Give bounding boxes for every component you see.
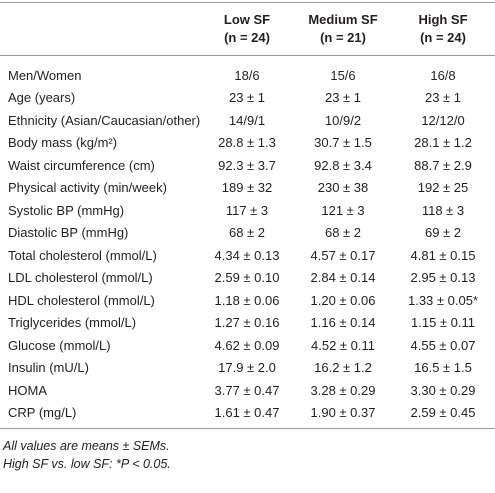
column-count: (n = 24) <box>420 30 466 45</box>
cell-value: 121 ± 3 <box>321 202 365 218</box>
footnotes: All values are means ± SEMs. High SF vs. … <box>0 437 495 473</box>
cell-value: 1.27 ± 0.16 <box>214 315 280 331</box>
cell-value: 2.59 ± 0.45 <box>410 405 476 421</box>
row-label: Physical activity (min/week) <box>8 180 167 196</box>
cell-value: 3.30 ± 0.29 <box>410 382 476 398</box>
table-row: Men/Women 18/6 15/6 16/8 <box>0 56 495 87</box>
row-label: Triglycerides (mmol/L) <box>8 315 137 331</box>
cell-value: 1.33 ± 0.05* <box>407 292 479 308</box>
cell-value: 1.61 ± 0.47 <box>214 405 280 421</box>
cell-value: 15/6 <box>330 67 356 83</box>
table-row: Ethnicity (Asian/Caucasian/other) 14/9/1 1… <box>0 109 495 132</box>
cell-value: 23 ± 1 <box>228 90 266 106</box>
row-label: Body mass (kg/m²) <box>8 135 118 151</box>
cell-value: 2.95 ± 0.13 <box>410 270 476 286</box>
cell-value: 192 ± 25 <box>417 180 469 196</box>
cell-value: 88.7 ± 2.9 <box>414 157 472 173</box>
cell-value: 28.1 ± 1.2 <box>414 135 472 151</box>
cell-value: 68 ± 2 <box>228 225 266 241</box>
row-label: LDL cholesterol (mmol/L) <box>8 270 153 286</box>
cell-value: 117 ± 3 <box>225 202 269 218</box>
row-label: Waist circumference (cm) <box>8 157 155 173</box>
cell-value: 14/9/1 <box>228 112 266 128</box>
cell-value: 30.7 ± 1.5 <box>314 135 372 151</box>
cell-value: 1.90 ± 0.37 <box>310 405 376 421</box>
table-row: Waist circumference (cm) 92.3 ± 3.7 92.8 ±… <box>0 154 495 177</box>
row-label: Ethnicity (Asian/Caucasian/other) <box>8 112 201 128</box>
table-row: Body mass (kg/m²) 28.8 ± 1.3 30.7 ± 1.5 28.… <box>0 132 495 155</box>
cell-value: 4.81 ± 0.15 <box>410 247 476 263</box>
table-body: Men/Women 18/6 15/6 16/8 Age (years) 23 ± 1 23… <box>0 56 495 429</box>
cell-value: 1.18 ± 0.06 <box>214 292 280 308</box>
cell-value: 28.8 ± 1.3 <box>218 135 276 151</box>
cell-value: 16.5 ± 1.5 <box>414 360 472 376</box>
cell-value: 4.34 ± 0.13 <box>214 247 280 263</box>
cell-value: 10/9/2 <box>324 112 362 128</box>
column-header: Medium SF (n = 21) <box>295 2 391 56</box>
cell-value: 118 ± 3 <box>421 202 465 218</box>
table-row: Physical activity (min/week) 189 ± 32 230 … <box>0 177 495 200</box>
cell-value: 92.8 ± 3.4 <box>314 157 372 173</box>
column-count: (n = 21) <box>320 30 366 45</box>
row-label: CRP (mg/L) <box>8 405 77 421</box>
cell-value: 1.20 ± 0.06 <box>310 292 376 308</box>
row-label: HOMA <box>8 382 47 398</box>
cell-value: 4.62 ± 0.09 <box>214 337 280 353</box>
row-label: Systolic BP (mmHg) <box>8 202 125 218</box>
table-row: Age (years) 23 ± 1 23 ± 1 23 ± 1 <box>0 87 495 110</box>
column-count: (n = 24) <box>224 30 270 45</box>
cell-value: 12/12/0 <box>421 112 465 128</box>
cell-value: 18/6 <box>234 67 260 83</box>
table-row: LDL cholesterol (mmol/L) 2.59 ± 0.10 2.84 … <box>0 267 495 290</box>
cell-value: 23 ± 1 <box>424 90 462 106</box>
page: Low SF (n = 24) Medium SF (n = 21) High SF (n… <box>0 2 495 473</box>
row-label: Glucose (mmol/L) <box>8 337 111 353</box>
row-label: Insulin (mU/L) <box>8 360 89 376</box>
table-row: Glucose (mmol/L) 4.62 ± 0.09 4.52 ± 0.11 4.… <box>0 334 495 357</box>
row-label: HDL cholesterol (mmol/L) <box>8 292 155 308</box>
table-row: Systolic BP (mmHg) 117 ± 3 121 ± 3 118 ± 3 <box>0 199 495 222</box>
cell-value: 68 ± 2 <box>324 225 362 241</box>
cell-value: 16.2 ± 1.2 <box>314 360 372 376</box>
data-table: Low SF (n = 24) Medium SF (n = 21) High SF (n… <box>0 2 495 429</box>
cell-value: 1.16 ± 0.14 <box>310 315 376 331</box>
column-header: Low SF (n = 24) <box>199 2 295 56</box>
cell-value: 4.52 ± 0.11 <box>311 337 375 353</box>
table-row: HDL cholesterol (mmol/L) 1.18 ± 0.06 1.20 … <box>0 289 495 312</box>
table-row: Diastolic BP (mmHg) 68 ± 2 68 ± 2 69 ± 2 <box>0 222 495 245</box>
cell-value: 230 ± 38 <box>317 180 369 196</box>
table-row: Total cholesterol (mmol/L) 4.34 ± 0.13 4.5… <box>0 244 495 267</box>
table-row: HOMA 3.77 ± 0.47 3.28 ± 0.29 3.30 ± 0.29 <box>0 379 495 402</box>
cell-value: 23 ± 1 <box>324 90 362 106</box>
column-label: High SF <box>418 12 468 27</box>
footnote: All values are means ± SEMs. <box>3 439 170 453</box>
row-label: Total cholesterol (mmol/L) <box>8 247 157 263</box>
column-label: Medium SF <box>308 12 378 27</box>
table-row: Insulin (mU/L) 17.9 ± 2.0 16.2 ± 1.2 16.5 ±… <box>0 357 495 380</box>
table-row: CRP (mg/L) 1.61 ± 0.47 1.90 ± 0.37 2.59 ± 0… <box>0 402 495 429</box>
header-empty <box>0 2 199 56</box>
row-label: Diastolic BP (mmHg) <box>8 225 129 241</box>
cell-value: 4.55 ± 0.07 <box>410 337 476 353</box>
cell-value: 4.57 ± 0.17 <box>310 247 376 263</box>
cell-value: 189 ± 32 <box>221 180 273 196</box>
table-row: Triglycerides (mmol/L) 1.27 ± 0.16 1.16 ± … <box>0 312 495 335</box>
footnote: High SF vs. low SF: *P < 0.05. <box>3 457 171 471</box>
cell-value: 16/8 <box>430 67 456 83</box>
row-label: Age (years) <box>8 90 76 106</box>
row-label: Men/Women <box>8 67 82 83</box>
cell-value: 2.84 ± 0.14 <box>310 270 376 286</box>
column-label: Low SF <box>223 12 271 27</box>
cell-value: 2.59 ± 0.10 <box>214 270 280 286</box>
cell-value: 92.3 ± 3.7 <box>218 157 276 173</box>
cell-value: 17.9 ± 2.0 <box>218 360 276 376</box>
header-row: Low SF (n = 24) Medium SF (n = 21) High SF (n… <box>0 2 495 56</box>
cell-value: 69 ± 2 <box>424 225 462 241</box>
column-header: High SF (n = 24) <box>391 2 495 56</box>
cell-value: 3.77 ± 0.47 <box>214 382 280 398</box>
cell-value: 1.15 ± 0.11 <box>411 315 475 331</box>
cell-value: 3.28 ± 0.29 <box>310 382 376 398</box>
